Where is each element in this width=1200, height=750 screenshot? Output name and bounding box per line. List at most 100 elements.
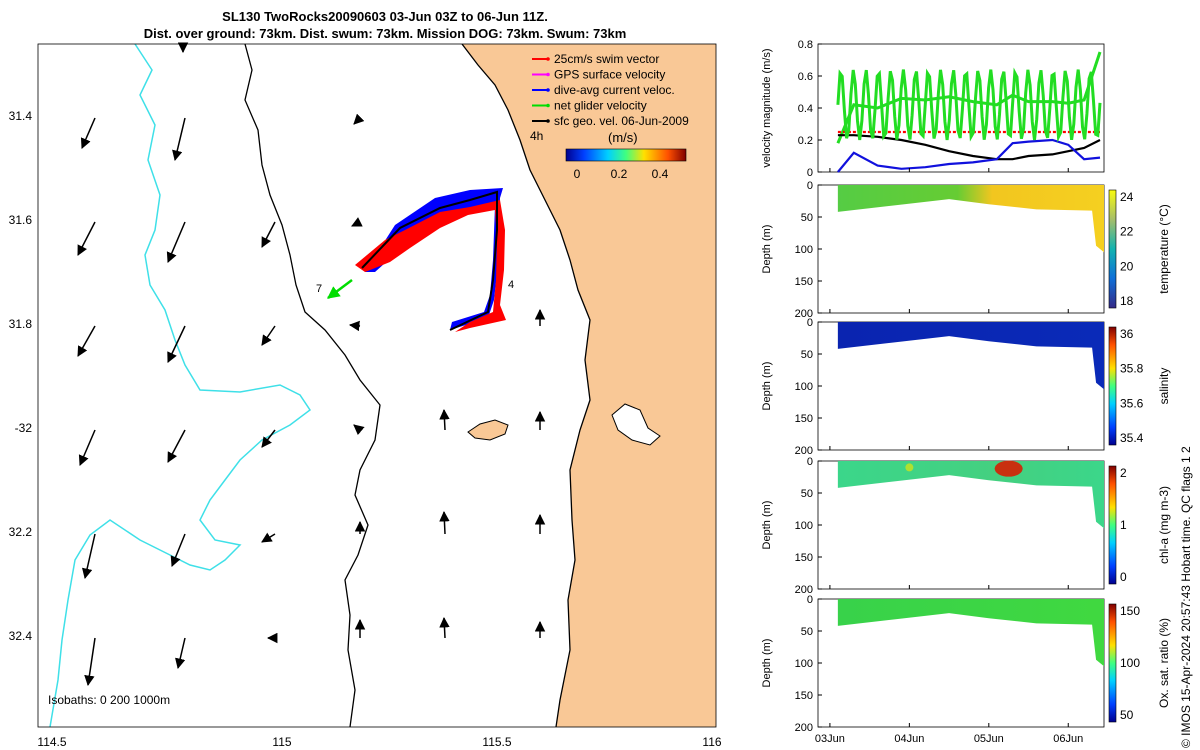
copyright-note: © IMOS 15-Apr-2024 20:57:43 Hobart time.… bbox=[1179, 446, 1193, 748]
legend-swatch-head bbox=[546, 88, 550, 92]
geo-vector-arrow bbox=[261, 429, 276, 448]
estuary bbox=[611, 403, 661, 446]
geo-velocity-vectors bbox=[77, 42, 546, 687]
time-tick-label: 06Jun bbox=[1053, 733, 1083, 745]
temperature-y-tick: 0 bbox=[807, 180, 813, 192]
salinity-colorbar bbox=[1108, 326, 1117, 446]
map-speed-colorbar bbox=[565, 148, 687, 162]
legend-time-label: 4h bbox=[530, 129, 543, 143]
map-y-tick: 32.2 bbox=[9, 525, 33, 539]
geo-vector-arrow bbox=[167, 429, 186, 463]
temperature-y-tick: 100 bbox=[795, 244, 813, 256]
geo-vector-arrow bbox=[348, 320, 361, 332]
chla-patch bbox=[994, 460, 1023, 477]
geo-vector-arrow bbox=[351, 217, 363, 227]
salinity-y-tick: 100 bbox=[795, 381, 813, 393]
geo-vector-arrow bbox=[439, 616, 450, 639]
velocity-series-line bbox=[837, 138, 1101, 173]
chart-title-line2: Dist. over ground: 73km. Dist. swum: 73k… bbox=[143, 26, 627, 41]
map-frame bbox=[37, 43, 717, 728]
oxygen-colorbar-tick: 100 bbox=[1120, 656, 1140, 670]
net-glider-velocity-arrow bbox=[327, 279, 353, 299]
velocity-y-tick: 0.4 bbox=[798, 103, 813, 115]
time-axis: 03Jun 04Jun 05Jun 06Jun bbox=[815, 168, 1083, 745]
temperature-colorbar bbox=[1108, 189, 1117, 309]
temperature-panel: 0 50 100 150 200 Depth (m) 24 22 20 18 temperature… bbox=[761, 180, 1171, 320]
chla-y-tick: 100 bbox=[795, 520, 813, 532]
chla-patch bbox=[905, 463, 914, 472]
legend-swatch-head bbox=[546, 72, 550, 77]
salinity-y-tick: 200 bbox=[795, 445, 813, 457]
velocity-series-line bbox=[837, 134, 1101, 161]
velocity-panel: 0 0.2 0.4 0.6 0.8 velocity magnitude (m/s) bbox=[761, 39, 1105, 179]
colorbar-tick: 0 bbox=[574, 167, 581, 181]
salinity-colorbar-label: salinity bbox=[1157, 368, 1171, 405]
oxygen-y-tick: 100 bbox=[795, 658, 813, 670]
colorbar-tick: 0.4 bbox=[652, 167, 669, 181]
oxygen-y-tick: 200 bbox=[795, 722, 813, 734]
swim-vector-band bbox=[355, 200, 506, 332]
geo-vector-arrow bbox=[166, 221, 186, 263]
velocity-y-tick: 0 bbox=[807, 167, 813, 179]
map-x-tick: 115 bbox=[272, 735, 291, 749]
velocity-y-tick: 0.2 bbox=[798, 135, 813, 147]
geo-vector-arrow bbox=[439, 408, 450, 431]
geo-vector-arrow bbox=[84, 637, 96, 687]
map-y-tick: -32 bbox=[15, 421, 33, 435]
chla-colorbar-tick: 2 bbox=[1120, 466, 1127, 480]
geo-vector-arrow bbox=[261, 532, 276, 543]
chla-y-tick: 0 bbox=[807, 456, 813, 468]
oxygen-y-tick: 50 bbox=[801, 626, 813, 638]
geo-vector-arrow bbox=[439, 510, 450, 535]
land-mass bbox=[462, 44, 716, 727]
time-series-panels: 0 0.2 0.4 0.6 0.8 velocity magnitude (m/s) 0 50… bbox=[761, 39, 1171, 745]
geo-vector-arrow bbox=[353, 424, 365, 436]
temperature-colorbar-tick: 22 bbox=[1120, 225, 1134, 239]
chla-colorbar-tick: 0 bbox=[1120, 570, 1127, 584]
geo-vector-arrow bbox=[80, 117, 96, 149]
time-tick-label: 04Jun bbox=[894, 733, 924, 745]
oxygen-y-tick: 150 bbox=[795, 690, 813, 702]
legend-swatch-head bbox=[546, 57, 550, 61]
geo-vector-arrow bbox=[170, 533, 186, 567]
map-panel: 7 4 25cm/s swim vector GPS surface veloci… bbox=[9, 42, 722, 749]
colorbar-unit: (m/s) bbox=[608, 130, 638, 145]
chla-y-tick: 150 bbox=[795, 552, 813, 564]
chla-y-label: Depth (m) bbox=[761, 501, 773, 550]
isobath-200m bbox=[244, 44, 381, 727]
geo-vector-arrow bbox=[175, 637, 186, 670]
oxygen-section bbox=[837, 599, 1104, 667]
geo-vector-arrow bbox=[172, 117, 186, 162]
legend-swatch-head bbox=[546, 119, 550, 123]
map-x-axis: 114.5 115 115.5 116 bbox=[37, 735, 721, 749]
track-label-start: 7 bbox=[316, 283, 322, 295]
net-velocity-oscillation bbox=[836, 67, 1102, 143]
oxygen-panel: 0 50 100 150 200 Depth (m) 150 100 50 Ox. sat. ra… bbox=[761, 594, 1171, 734]
salinity-y-tick: 150 bbox=[795, 413, 813, 425]
oxygen-colorbar bbox=[1108, 603, 1117, 723]
oxygen-y-tick: 0 bbox=[807, 594, 813, 606]
track-label-end: 4 bbox=[508, 279, 514, 291]
salinity-y-tick: 50 bbox=[801, 349, 813, 361]
map-y-tick: 31.4 bbox=[9, 109, 33, 123]
salinity-panel: 0 50 100 150 200 Depth (m) 36 35.8 35.6 35.4 salin… bbox=[761, 317, 1171, 457]
geo-vector-arrow bbox=[78, 429, 96, 466]
temperature-colorbar-tick: 18 bbox=[1120, 294, 1134, 308]
chla-y-tick: 200 bbox=[795, 584, 813, 596]
salinity-y-label: Depth (m) bbox=[761, 362, 773, 411]
chla-colorbar-label: chl-a (mg m-3) bbox=[1157, 486, 1171, 564]
map-legend: 25cm/s swim vector GPS surface velocitydi… bbox=[532, 52, 689, 128]
geo-vector-arrow bbox=[81, 533, 96, 580]
geo-vector-arrow bbox=[261, 221, 276, 248]
geo-vector-arrow bbox=[261, 325, 276, 346]
geo-vector-arrow bbox=[353, 113, 365, 125]
temperature-colorbar-label: temperature (°C) bbox=[1157, 204, 1171, 294]
legend-swatch-head bbox=[546, 103, 550, 108]
temperature-section bbox=[837, 185, 1104, 253]
temperature-y-tick: 150 bbox=[795, 276, 813, 288]
glider-track: 7 4 bbox=[316, 188, 514, 332]
salinity-colorbar-tick: 36 bbox=[1120, 327, 1134, 341]
salinity-colorbar-tick: 35.4 bbox=[1120, 431, 1144, 445]
chla-y-tick: 50 bbox=[801, 488, 813, 500]
